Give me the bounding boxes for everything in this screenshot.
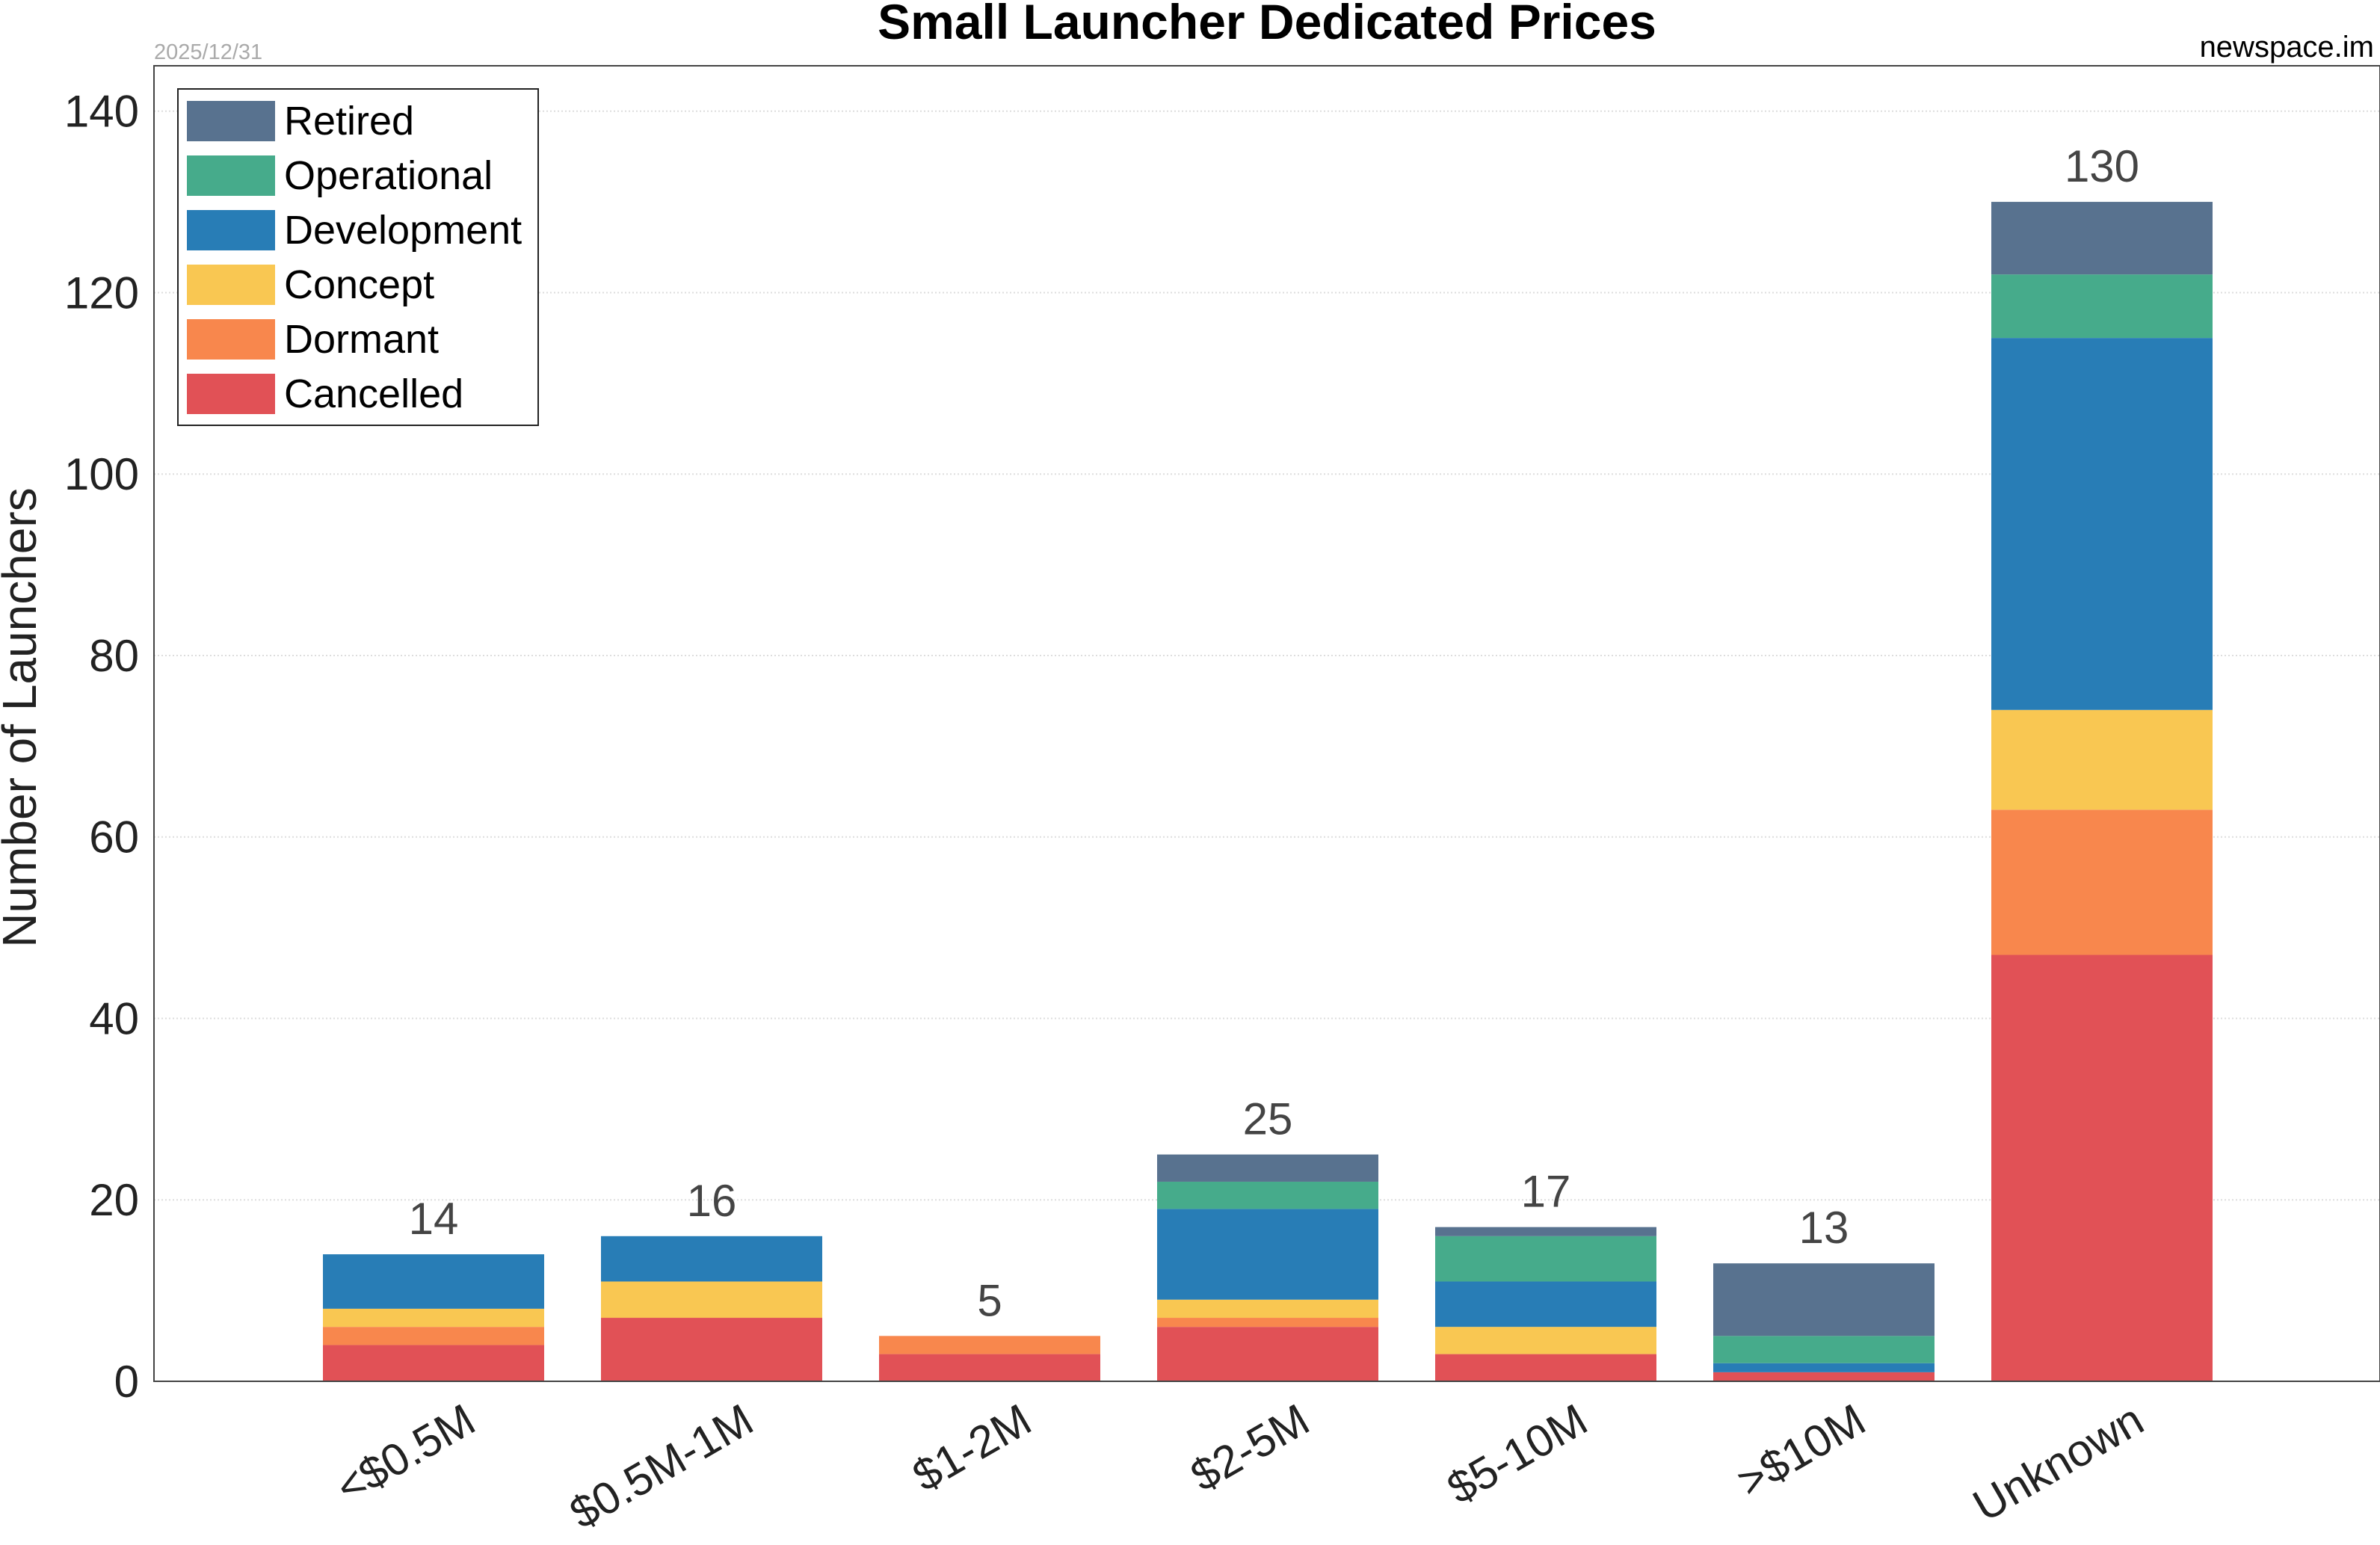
bar-segment-dormant <box>1157 1318 1378 1327</box>
x-tick-label: $5-10M <box>1439 1394 1596 1514</box>
bar-segment-operational <box>1157 1181 1378 1209</box>
y-axis-label: Number of Launchers <box>0 487 46 947</box>
bar-segment-concept <box>1157 1299 1378 1319</box>
total-label: 14 <box>409 1194 459 1244</box>
bar-segment-development <box>601 1236 822 1282</box>
legend-swatch <box>187 374 275 414</box>
bar-segment-operational <box>1435 1236 1656 1282</box>
y-tick-labels: 0 20 40 60 80 100 120 140 <box>64 87 139 1407</box>
legend-label: Operational <box>284 153 493 198</box>
legend-label: Retired <box>284 99 414 144</box>
x-tick-label: <$0.5M <box>327 1394 483 1513</box>
bar-segment-concept <box>1991 709 2213 810</box>
bar-segment-retired <box>1435 1227 1656 1236</box>
total-label: 5 <box>977 1275 1002 1325</box>
legend-box <box>177 88 539 426</box>
x-tick-label: $0.5M-1M <box>561 1394 761 1538</box>
bar-segment-cancelled <box>1991 955 2213 1381</box>
total-label: 17 <box>1521 1167 1571 1217</box>
bar-segment-concept <box>323 1308 544 1327</box>
legend-swatch <box>187 155 275 196</box>
bar-segment-development <box>1157 1209 1378 1300</box>
bar-segment-development <box>323 1254 544 1309</box>
y-tick-label: 80 <box>89 631 139 681</box>
bar-segment-development <box>1991 338 2213 710</box>
bar-segment-cancelled <box>601 1318 822 1381</box>
bar-segment-development <box>1435 1281 1656 1327</box>
bar-segment-cancelled <box>323 1345 544 1381</box>
y-tick-label: 120 <box>64 268 139 318</box>
legend-swatch <box>187 319 275 360</box>
y-tick-label: 100 <box>64 449 139 499</box>
bar-segment-retired <box>1991 202 2213 275</box>
plot-frame <box>153 65 2380 1382</box>
legend: Retired Operational Development Concept Dorm… <box>177 88 539 426</box>
x-tick-label: >$10M <box>1729 1394 1874 1507</box>
total-labels: 14 16 5 25 17 13 130 <box>409 141 2139 1325</box>
bar-segment-concept <box>1435 1327 1656 1354</box>
legend-swatch <box>187 210 275 250</box>
x-tick-label: Unknown <box>1964 1394 2151 1531</box>
bar-segment-operational <box>1713 1336 1934 1363</box>
total-label: 130 <box>2065 141 2139 191</box>
bar-segment-dormant <box>879 1336 1100 1354</box>
total-label: 13 <box>1799 1203 1849 1253</box>
bar-segment-dormant <box>323 1327 544 1345</box>
total-label: 16 <box>687 1176 737 1226</box>
bar-segment-cancelled <box>1435 1354 1656 1381</box>
legend-label: Concept <box>284 262 434 307</box>
bar-segment-cancelled <box>1713 1372 1934 1381</box>
chart-title: Small Launcher Dedicated Prices <box>878 0 1656 49</box>
y-tick-label: 60 <box>89 812 139 863</box>
y-tick-label: 0 <box>114 1357 139 1407</box>
bar-segment-cancelled <box>879 1354 1100 1381</box>
date-label: 2025/12/31 <box>154 40 262 64</box>
bar-segment-development <box>1713 1363 1934 1372</box>
bar-segment-concept <box>601 1281 822 1319</box>
y-tick-label: 20 <box>89 1175 139 1225</box>
total-label: 25 <box>1243 1094 1293 1144</box>
x-tick-label: $1-2M <box>904 1394 1040 1501</box>
source-label: newspace.im <box>2200 31 2374 64</box>
bar-segment-operational <box>1991 274 2213 339</box>
x-tick-labels: <$0.5M $0.5M-1M $1-2M $2-5M $5-10M >$10M Unkno… <box>327 1394 2151 1538</box>
y-tick-label: 140 <box>64 87 139 137</box>
x-tick-label: $2-5M <box>1183 1394 1318 1501</box>
bar-segment-dormant <box>1991 809 2213 955</box>
legend-label: Cancelled <box>284 371 463 416</box>
bar-segment-retired <box>1157 1154 1378 1182</box>
legend-label: Dormant <box>284 317 439 362</box>
bar-segment-retired <box>1713 1263 1934 1336</box>
legend-label: Development <box>284 208 522 253</box>
legend-swatch <box>187 101 275 141</box>
bars <box>323 202 2213 1381</box>
bar-segment-cancelled <box>1157 1327 1378 1381</box>
legend-swatch <box>187 265 275 305</box>
y-tick-label: 40 <box>89 993 139 1043</box>
